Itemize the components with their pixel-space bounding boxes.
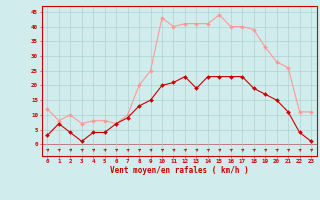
- X-axis label: Vent moyen/en rafales ( km/h ): Vent moyen/en rafales ( km/h ): [110, 166, 249, 175]
